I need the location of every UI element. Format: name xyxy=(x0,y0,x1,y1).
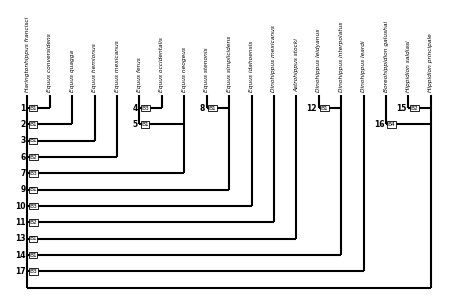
Text: B1: B1 xyxy=(141,122,149,127)
Text: 2: 2 xyxy=(20,120,26,129)
Text: 13: 13 xyxy=(15,234,26,243)
Text: 9: 9 xyxy=(20,185,26,194)
Text: 8: 8 xyxy=(200,104,205,113)
Text: 7: 7 xyxy=(20,169,26,178)
Text: Equus mexicanus: Equus mexicanus xyxy=(115,41,119,92)
Text: 4: 4 xyxy=(132,104,138,113)
Text: Equus stenonis: Equus stenonis xyxy=(204,48,209,92)
Text: 6: 6 xyxy=(20,153,26,162)
Text: 14: 14 xyxy=(15,251,26,260)
Text: B1: B1 xyxy=(29,187,37,192)
Text: B1: B1 xyxy=(29,106,37,111)
Text: Astrohippus stocki: Astrohippus stocki xyxy=(294,39,299,92)
Text: B1: B1 xyxy=(29,253,37,258)
Text: B2: B2 xyxy=(410,106,418,111)
Text: B1: B1 xyxy=(29,138,37,143)
Text: 10: 10 xyxy=(15,202,26,210)
Text: Equus occidentalis: Equus occidentalis xyxy=(159,37,164,92)
Text: Boreohippidion galushai: Boreohippidion galushai xyxy=(383,21,389,92)
Text: Dinohippus leidyanus: Dinohippus leidyanus xyxy=(316,29,321,92)
Text: B3: B3 xyxy=(29,269,37,274)
Text: 11: 11 xyxy=(15,218,26,227)
Text: 3: 3 xyxy=(20,136,26,145)
Text: Hippidion saldiasi: Hippidion saldiasi xyxy=(406,41,411,92)
Text: B2: B2 xyxy=(29,220,37,225)
Text: Equus simplicidens: Equus simplicidens xyxy=(227,36,232,92)
Text: Dinohippus mexicanus: Dinohippus mexicanus xyxy=(272,26,276,92)
Text: Dinohippus interpolatus: Dinohippus interpolatus xyxy=(339,22,344,92)
Text: B1: B1 xyxy=(29,122,37,127)
Text: B1: B1 xyxy=(29,236,37,241)
Text: Equus idahoensis: Equus idahoensis xyxy=(249,41,254,92)
Text: B2: B2 xyxy=(29,155,37,160)
Text: 5: 5 xyxy=(133,120,138,129)
Text: Equus neogeus: Equus neogeus xyxy=(182,47,187,92)
Text: Equus quagga: Equus quagga xyxy=(70,50,75,92)
Text: Equus conversidens: Equus conversidens xyxy=(47,34,52,92)
Text: B3: B3 xyxy=(29,171,37,176)
Text: B3: B3 xyxy=(141,106,149,111)
Text: Dinohippus leardi: Dinohippus leardi xyxy=(361,41,366,92)
Text: Hippidion principale: Hippidion principale xyxy=(428,34,433,92)
Text: B1: B1 xyxy=(320,106,328,111)
Text: B1: B1 xyxy=(209,106,216,111)
Text: 16: 16 xyxy=(374,120,384,129)
Text: B4: B4 xyxy=(388,122,396,127)
Text: 12: 12 xyxy=(307,104,317,113)
Text: 17: 17 xyxy=(15,267,26,276)
Text: Haringtonhippus francisci: Haringtonhippus francisci xyxy=(25,17,30,92)
Text: Equus hemionus: Equus hemionus xyxy=(92,44,97,92)
Text: 1: 1 xyxy=(20,104,26,113)
Text: B3: B3 xyxy=(29,204,37,209)
Text: 15: 15 xyxy=(396,104,407,113)
Text: Equus ferus: Equus ferus xyxy=(137,58,142,92)
